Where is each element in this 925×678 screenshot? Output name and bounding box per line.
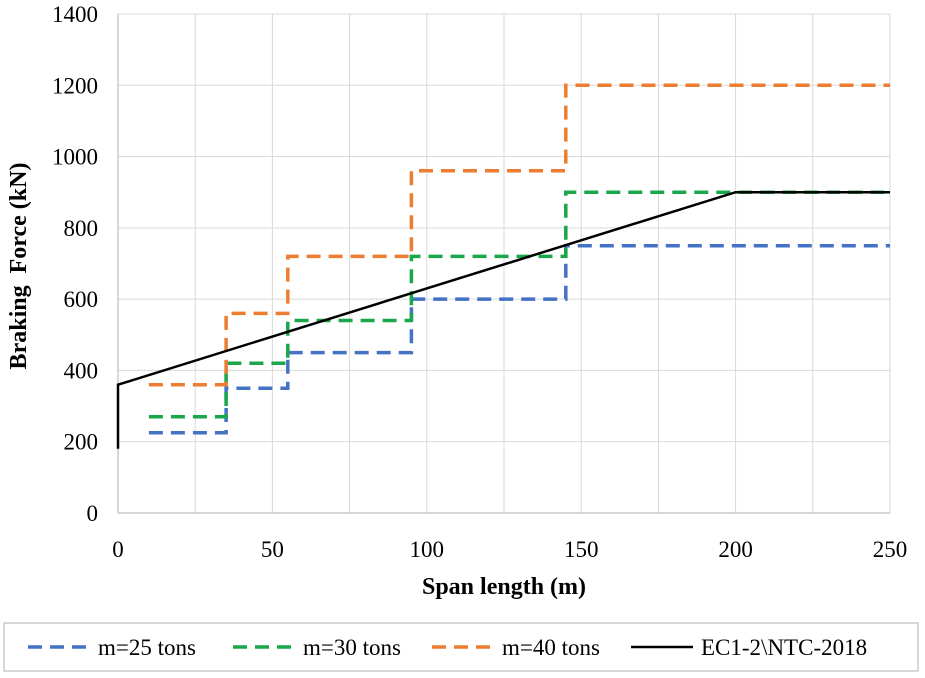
x-tick-label: 150 (564, 537, 599, 562)
y-tick-label: 200 (64, 430, 99, 455)
legend: m=25 tons m=30 tons m=40 tons EC1-2\NTC-201… (3, 622, 919, 672)
y-tick-label: 1200 (52, 73, 98, 98)
series-line-m-25-tons (148, 243, 890, 435)
grid-layer (117, 13, 891, 514)
series-layer (116, 83, 890, 449)
legend-label: m=40 tons (502, 635, 600, 660)
y-tick-label: 1000 (52, 145, 98, 170)
series-line-ec1-2-ntc-2018 (116, 190, 890, 449)
series-line-m-30-tons (148, 190, 890, 419)
x-tick-label: 200 (718, 537, 753, 562)
x-tick-label: 0 (112, 537, 124, 562)
y-tick-label: 800 (64, 216, 99, 241)
x-tick-label: 100 (410, 537, 445, 562)
legend-label: m=25 tons (98, 635, 196, 660)
legend-label: m=30 tons (303, 635, 401, 660)
x-axis-title: Span length (m) (422, 574, 586, 600)
y-axis-title: Braking Force (kN) (6, 163, 32, 370)
legend-label: EC1-2\NTC-2018 (701, 635, 867, 660)
y-tick-label: 600 (64, 287, 99, 312)
series-line-m-40-tons (148, 83, 890, 387)
y-tick-label: 0 (87, 501, 99, 526)
x-tick-label: 250 (873, 537, 908, 562)
x-tick-label: 50 (261, 537, 284, 562)
y-tick-label: 400 (64, 358, 99, 383)
tick-layer: 0 50 100 150 200 250 0 200 400 600 800 1000 1200 1400 (52, 2, 907, 562)
y-tick-label: 1400 (52, 2, 98, 27)
